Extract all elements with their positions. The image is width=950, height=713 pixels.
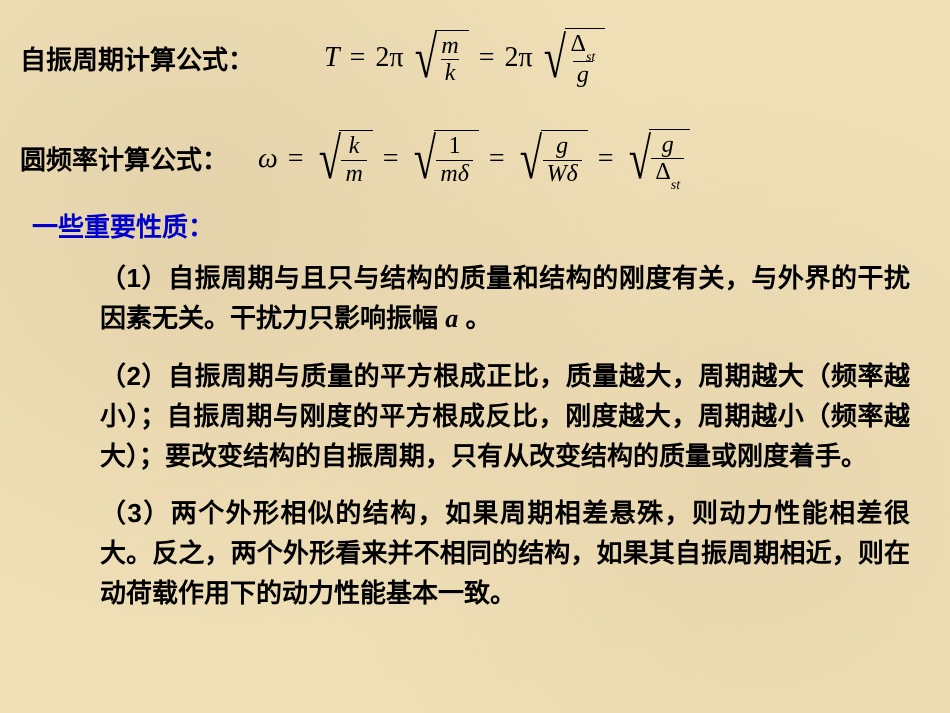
frac-mk: m k bbox=[437, 33, 462, 87]
frac-km: k m bbox=[341, 133, 366, 187]
period-label: 自振周期计算公式： bbox=[20, 40, 254, 77]
frac-delta-g: Δst g bbox=[567, 31, 600, 89]
sqrt-gdelta: √ g Δst bbox=[624, 129, 691, 190]
property-1: （1）自振周期与且只与结构的质量和结构的刚度有关，与外界的干扰因素无关。干扰力只… bbox=[100, 258, 910, 340]
equals: = bbox=[288, 143, 304, 175]
frequency-label: 圆频率计算公式： bbox=[20, 140, 228, 177]
coef-2pi: 2π bbox=[375, 42, 403, 74]
equals: = bbox=[383, 143, 399, 175]
equals: = bbox=[489, 143, 505, 175]
frac-gwd: g Wδ bbox=[543, 133, 582, 187]
property-2: （2）自振周期与质量的平方根成正比，质量越大，周期越大（频率越小）；自振周期与刚… bbox=[100, 356, 910, 477]
frac-gdelta: g Δst bbox=[651, 132, 684, 190]
frequency-formula: ω = √ k m = √ 1 mδ bbox=[258, 129, 690, 190]
frequency-formula-row: 圆频率计算公式： ω = √ k m = √ 1 mδ bbox=[20, 129, 930, 190]
sqrt-2: √ Δst g bbox=[539, 28, 606, 89]
section-title: 一些重要性质： bbox=[32, 207, 930, 244]
coef-2pi: 2π bbox=[505, 42, 533, 74]
frac-1md: 1 mδ bbox=[436, 133, 473, 187]
equals: = bbox=[350, 42, 366, 74]
equals: = bbox=[598, 143, 614, 175]
sqrt-km: √ k m bbox=[314, 130, 373, 187]
sqrt-1: √ m k bbox=[410, 30, 469, 87]
sqrt-1md: √ 1 mδ bbox=[409, 130, 479, 187]
var-omega: ω bbox=[258, 143, 278, 175]
sqrt-gwd: √ g Wδ bbox=[515, 130, 588, 187]
equals: = bbox=[479, 42, 495, 74]
var-T: T bbox=[324, 42, 340, 74]
property-3: （3）两个外形相似的结构，如果周期相差悬殊，则动力性能相差很大。反之，两个外形看… bbox=[100, 493, 910, 614]
period-formula: T = 2π √ m k = 2π √ Δst g bbox=[324, 28, 605, 89]
slide: 自振周期计算公式： T = 2π √ m k = 2π √ Δs bbox=[0, 0, 950, 650]
period-formula-row: 自振周期计算公式： T = 2π √ m k = 2π √ Δs bbox=[20, 28, 930, 89]
